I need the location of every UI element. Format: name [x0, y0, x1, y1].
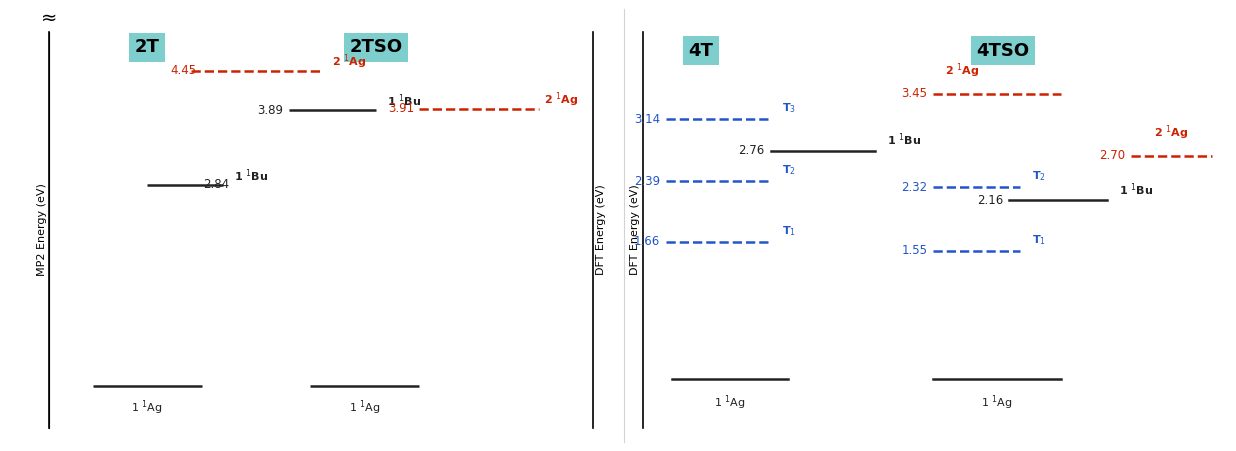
Text: 2 $^1$Ag: 2 $^1$Ag: [544, 90, 578, 109]
Text: 1 $^1$Ag: 1 $^1$Ag: [349, 399, 381, 417]
Text: 2.70: 2.70: [1099, 149, 1125, 162]
Text: ≈: ≈: [41, 9, 58, 28]
Text: T$_1$: T$_1$: [1032, 233, 1046, 247]
Text: 2.76: 2.76: [738, 144, 765, 157]
Text: 4TSO: 4TSO: [976, 41, 1030, 60]
Text: 1 $^1$Ag: 1 $^1$Ag: [981, 394, 1014, 412]
Text: 2T: 2T: [135, 38, 159, 56]
Text: T$_3$: T$_3$: [782, 101, 796, 115]
Text: T$_1$: T$_1$: [782, 224, 796, 238]
Y-axis label: DFT Energy (eV): DFT Energy (eV): [630, 184, 640, 276]
Text: 3.91: 3.91: [388, 102, 414, 115]
Text: 4.45: 4.45: [171, 64, 197, 77]
Text: 3.45: 3.45: [901, 87, 927, 100]
Text: 2.39: 2.39: [634, 175, 660, 188]
Text: 2.32: 2.32: [901, 180, 927, 193]
Text: 1 $^1$Bu: 1 $^1$Bu: [1119, 181, 1153, 198]
Y-axis label: DFT Energy (eV): DFT Energy (eV): [596, 184, 606, 276]
Text: 4T: 4T: [688, 41, 713, 60]
Text: 2.84: 2.84: [203, 178, 229, 191]
Text: 1 $^1$Bu: 1 $^1$Bu: [886, 132, 921, 148]
Text: 2.16: 2.16: [976, 194, 1002, 207]
Text: 3.14: 3.14: [634, 113, 660, 126]
Text: 1 $^1$Ag: 1 $^1$Ag: [131, 399, 163, 417]
Text: 1 $^1$Bu: 1 $^1$Bu: [387, 93, 421, 109]
Text: 3.89: 3.89: [257, 104, 283, 117]
Text: T$_2$: T$_2$: [1032, 170, 1046, 183]
Text: 2 $^1$Ag: 2 $^1$Ag: [1154, 124, 1189, 143]
Text: 1.55: 1.55: [901, 244, 927, 257]
Text: 1 $^1$Ag: 1 $^1$Ag: [714, 394, 745, 412]
Text: T$_2$: T$_2$: [782, 164, 796, 177]
Text: 2TSO: 2TSO: [350, 38, 402, 56]
Y-axis label: MP2 Energy (eV): MP2 Energy (eV): [37, 184, 47, 276]
Text: 2 $^1$Ag: 2 $^1$Ag: [332, 52, 367, 71]
Text: 1.66: 1.66: [634, 235, 660, 248]
Text: 1 $^1$Bu: 1 $^1$Bu: [235, 167, 268, 184]
Text: 2 $^1$Ag: 2 $^1$Ag: [946, 62, 979, 80]
